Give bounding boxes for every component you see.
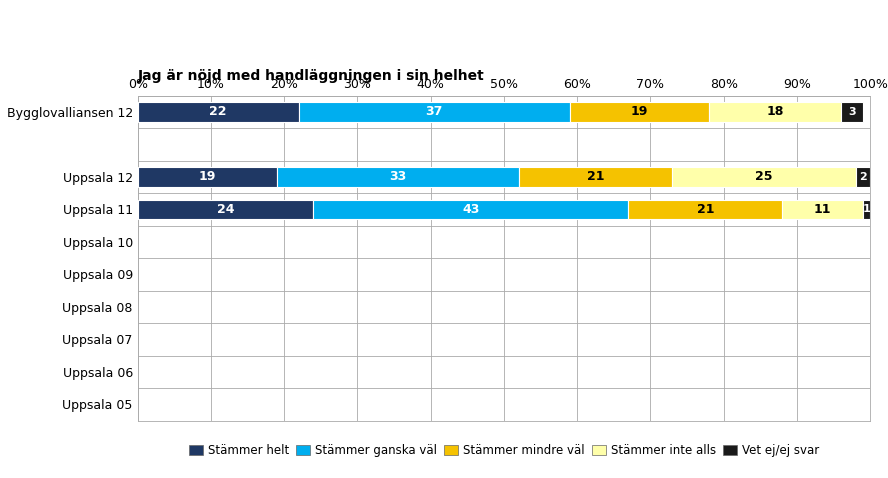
Bar — [709, 102, 841, 121]
Bar — [782, 200, 863, 219]
Bar — [855, 167, 870, 186]
Text: 19: 19 — [630, 105, 648, 119]
Text: 21: 21 — [697, 203, 714, 216]
Bar — [672, 167, 856, 186]
Bar — [629, 200, 782, 219]
Text: 2: 2 — [859, 172, 867, 182]
Text: 1: 1 — [863, 205, 870, 214]
Bar — [277, 167, 519, 186]
Text: 3: 3 — [848, 107, 856, 117]
Text: 19: 19 — [199, 170, 216, 184]
Text: 37: 37 — [425, 105, 443, 119]
Bar — [313, 200, 629, 219]
Text: 18: 18 — [766, 105, 784, 119]
Text: HELHETSOMDÖME: HELHETSOMDÖME — [11, 12, 182, 31]
Bar — [138, 200, 313, 219]
Bar — [138, 102, 298, 121]
Bar — [841, 102, 863, 121]
Text: 11: 11 — [814, 203, 831, 216]
Text: 43: 43 — [463, 203, 480, 216]
Text: 24: 24 — [217, 203, 234, 216]
Text: 25: 25 — [756, 170, 773, 184]
Text: 22: 22 — [210, 105, 227, 119]
Text: Jag är nöjd med handläggningen i sin helhet: Jag är nöjd med handläggningen i sin hel… — [138, 69, 484, 83]
Bar — [570, 102, 710, 121]
Bar — [138, 167, 277, 186]
Text: 21: 21 — [587, 170, 604, 184]
Bar — [863, 200, 870, 219]
Legend: Stämmer helt, Stämmer ganska väl, Stämmer mindre väl, Stämmer inte alls, Vet ej/: Stämmer helt, Stämmer ganska väl, Stämme… — [184, 440, 824, 462]
Bar — [519, 167, 672, 186]
Bar — [298, 102, 570, 121]
Text: 33: 33 — [389, 170, 407, 184]
